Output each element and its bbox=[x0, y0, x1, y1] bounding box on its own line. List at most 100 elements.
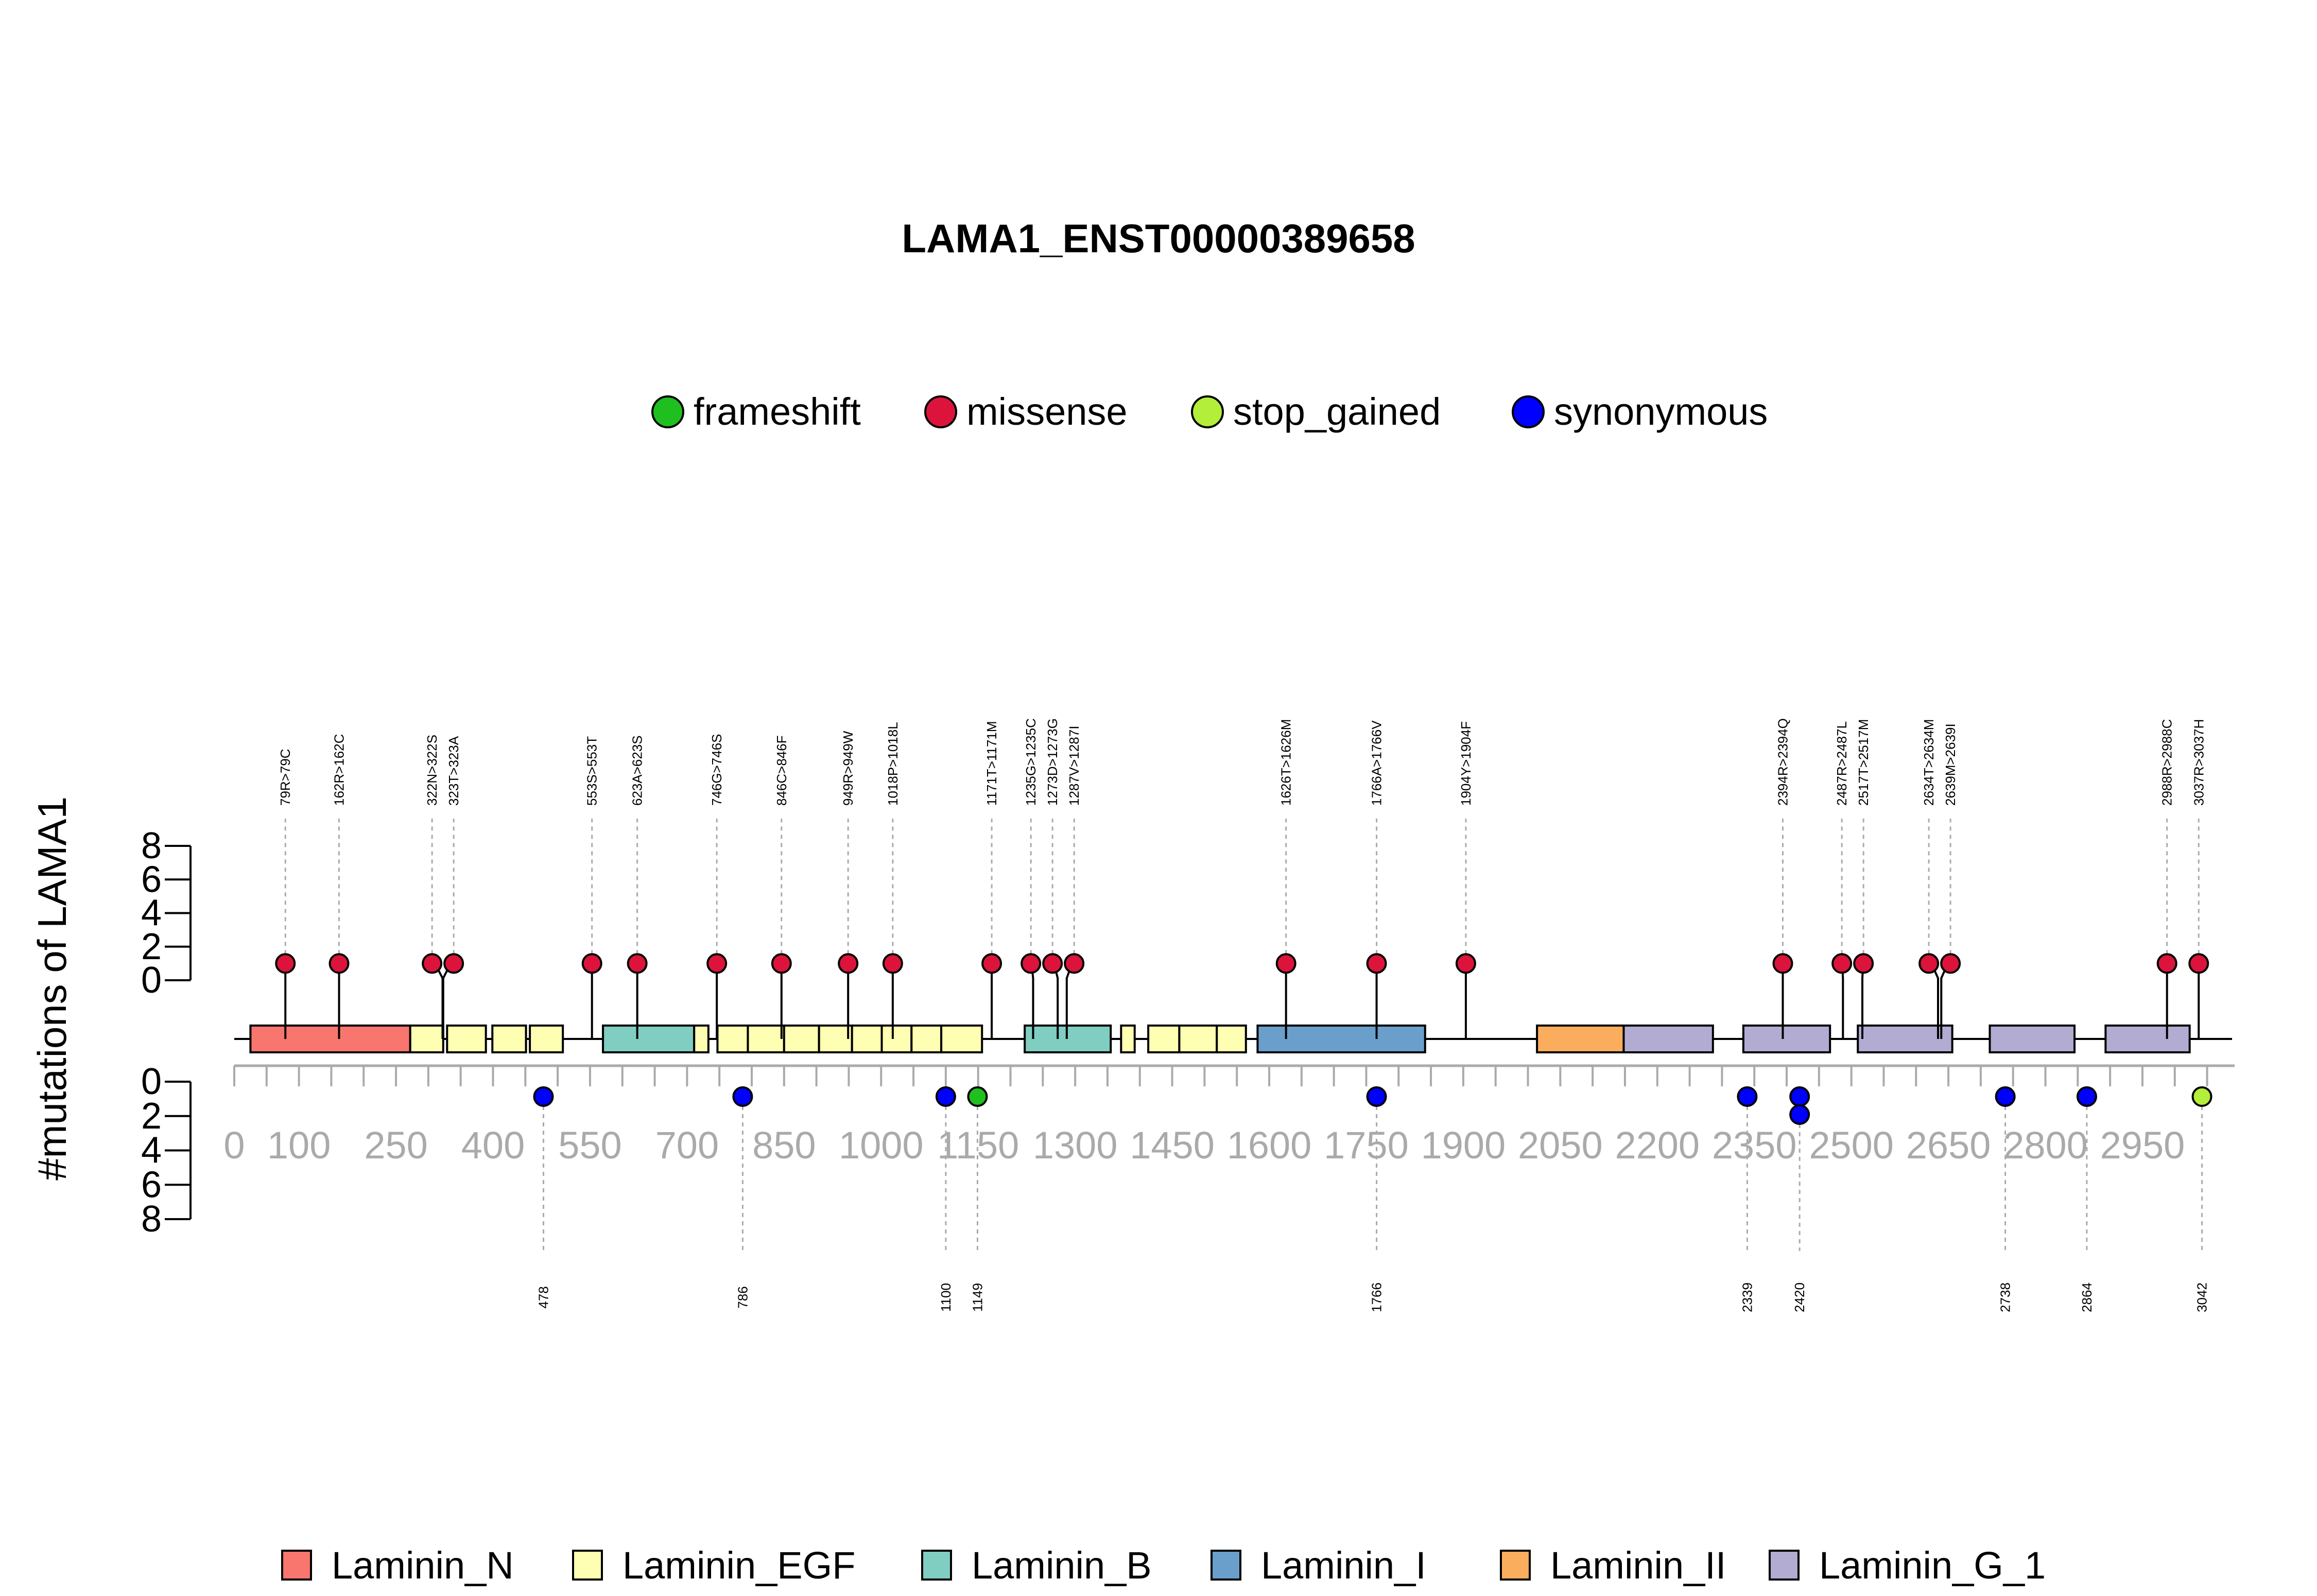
x-tick-label: 850 bbox=[752, 1124, 816, 1167]
legend-label-Laminin_II: Laminin_II bbox=[1550, 1544, 1726, 1587]
x-tick-label: 250 bbox=[364, 1124, 427, 1167]
domain-box-Laminin_EGF bbox=[783, 1025, 820, 1053]
lollipop-head-synonymous bbox=[1995, 1086, 2016, 1107]
y-tick-label-lower: 8 bbox=[141, 1199, 162, 1240]
domain-box-Laminin_EGF bbox=[409, 1025, 444, 1053]
mutation-label-upper: 79R>79C bbox=[278, 749, 293, 806]
mutation-label-upper: 1626T>1626M bbox=[1278, 719, 1294, 806]
guide-lines bbox=[284, 819, 2203, 1251]
legend-label-Laminin_G_1: Laminin_G_1 bbox=[1819, 1544, 2046, 1587]
legend-swatch-Laminin_N bbox=[281, 1550, 312, 1581]
lollipop-head-missense bbox=[1918, 953, 1940, 974]
lollipop-head-missense bbox=[771, 953, 792, 974]
lollipop-head-missense bbox=[2156, 953, 2177, 974]
domain-box-Laminin_EGF bbox=[491, 1025, 527, 1053]
y-tick-label-lower: 4 bbox=[141, 1130, 162, 1171]
x-tick-label: 1600 bbox=[1227, 1124, 1312, 1167]
mutation-label-lower: 3042 bbox=[2194, 1282, 2210, 1312]
domain-box-Laminin_EGF bbox=[1120, 1025, 1136, 1053]
x-tick-label: 2350 bbox=[1712, 1124, 1797, 1167]
mutation-label-upper: 846C>846F bbox=[774, 735, 789, 806]
lollipop-head-synonymous bbox=[2076, 1086, 2097, 1107]
domain-box-Laminin_EGF bbox=[1216, 1025, 1247, 1053]
y-tick-label-upper: 0 bbox=[141, 960, 162, 1001]
mutation-label-upper: 323T>323A bbox=[446, 736, 461, 806]
x-tick-label: 700 bbox=[655, 1124, 719, 1167]
mutation-label-upper: 162R>162C bbox=[332, 734, 347, 806]
x-tick-label: 2500 bbox=[1809, 1124, 1894, 1167]
domain-box-Laminin_G_1 bbox=[1989, 1025, 2076, 1053]
domain-box-Laminin_G_1 bbox=[1857, 1025, 1953, 1053]
mutation-label-upper: 1018P>1018L bbox=[885, 722, 901, 806]
y-tick-label-lower: 6 bbox=[141, 1164, 162, 1205]
domain-box-Laminin_EGF bbox=[716, 1025, 749, 1053]
mutation-label-upper: 2394R>2394Q bbox=[1775, 718, 1790, 806]
lollipop-head-synonymous bbox=[1737, 1086, 1758, 1107]
mutation-label-lower: 786 bbox=[735, 1286, 750, 1308]
lollipop-head-missense bbox=[1366, 953, 1387, 974]
mutation-label-upper: 623A>623S bbox=[630, 735, 645, 806]
mutation-label-upper: 322N>322S bbox=[424, 735, 440, 806]
y-tick-label-upper: 6 bbox=[141, 859, 162, 900]
mutation-label-upper: 1904Y>1904F bbox=[1458, 721, 1474, 806]
legend-label-synonymous: synonymous bbox=[1554, 390, 1768, 433]
lollipop-head-missense bbox=[1042, 953, 1063, 974]
domain-box-Laminin_G_1 bbox=[2104, 1025, 2191, 1053]
lollipop-head-missense bbox=[706, 953, 728, 974]
y-tick-label-upper: 4 bbox=[141, 893, 162, 934]
x-tick-label: 2200 bbox=[1615, 1124, 1700, 1167]
mutation-label-lower: 478 bbox=[535, 1286, 551, 1308]
x-tick-label: 1000 bbox=[839, 1124, 924, 1167]
lollipop-head-synonymous bbox=[935, 1086, 956, 1107]
mutation-label-lower: 1100 bbox=[938, 1283, 954, 1312]
x-tick-label: 0 bbox=[223, 1124, 245, 1167]
domain-box-Laminin_I bbox=[1256, 1025, 1426, 1053]
legend-label-Laminin_B: Laminin_B bbox=[972, 1544, 1152, 1587]
legend-label-stop_gained: stop_gained bbox=[1233, 390, 1441, 433]
mutation-labels: 79R>79C 162R>162C 322N>322S 323T>323A 553S>5… bbox=[278, 718, 2209, 1312]
lollipop-head-missense bbox=[1275, 953, 1296, 974]
domain-box-Laminin_EGF bbox=[851, 1025, 883, 1053]
mutation-label-upper: 2517T>2517M bbox=[1856, 719, 1871, 806]
mutation-label-upper: 2639M>2639I bbox=[1943, 723, 1958, 806]
legend-marker-synonymous bbox=[1512, 395, 1545, 428]
mutation-label-upper: 1766A>1766V bbox=[1369, 720, 1385, 806]
legend-label-Laminin_N: Laminin_N bbox=[332, 1544, 514, 1587]
lollipop-head-synonymous bbox=[533, 1086, 554, 1107]
mutation-type-legend: frameshift missense stop_gained synonymous bbox=[651, 390, 1768, 433]
mutation-label-upper: 553S>553T bbox=[584, 736, 600, 806]
x-tick-label: 1750 bbox=[1324, 1124, 1409, 1167]
x-tick-label: 2950 bbox=[2100, 1124, 2185, 1167]
lollipop-head-missense bbox=[627, 953, 648, 974]
legend-label-Laminin_EGF: Laminin_EGF bbox=[623, 1544, 855, 1587]
x-tick-label: 550 bbox=[558, 1124, 621, 1167]
legend-label-frameshift: frameshift bbox=[694, 390, 861, 433]
domain-legend: Laminin_N Laminin_EGF Laminin_B Laminin_I La… bbox=[281, 1544, 2046, 1587]
lollipop-head-missense bbox=[275, 953, 296, 974]
legend-swatch-Laminin_B bbox=[921, 1550, 952, 1581]
mutation-label-lower: 2864 bbox=[2079, 1282, 2095, 1312]
domain-box-Laminin_EGF bbox=[940, 1025, 983, 1053]
domain-box-Laminin_EGF bbox=[529, 1025, 564, 1053]
domain-box-Laminin_B bbox=[602, 1025, 696, 1053]
x-tick-label: 1150 bbox=[937, 1124, 1019, 1167]
domain-box-Laminin_EGF bbox=[910, 1025, 943, 1053]
legend-marker-missense bbox=[924, 395, 957, 428]
mutation-label-upper: 2487R>2487L bbox=[1834, 721, 1849, 806]
mutation-label-lower: 1149 bbox=[970, 1283, 985, 1312]
mutation-label-upper: 1273D>1273G bbox=[1045, 718, 1060, 806]
mutation-label-upper: 1235G>1235C bbox=[1023, 718, 1039, 806]
lollipop-head-missense bbox=[981, 953, 1002, 974]
mutation-label-upper: 1171T>1171M bbox=[984, 721, 999, 806]
lollipop-head-missense bbox=[1021, 953, 1042, 974]
legend-swatch-Laminin_II bbox=[1500, 1550, 1531, 1581]
mutation-label-lower: 2420 bbox=[1792, 1282, 1807, 1312]
lollipop-head-missense bbox=[1940, 953, 1961, 974]
lollipop-head-missense bbox=[443, 953, 464, 974]
y-tick-label-lower: 0 bbox=[141, 1061, 162, 1102]
x-tick-label: 1450 bbox=[1130, 1124, 1215, 1167]
lollipop-heads bbox=[275, 953, 2212, 1125]
